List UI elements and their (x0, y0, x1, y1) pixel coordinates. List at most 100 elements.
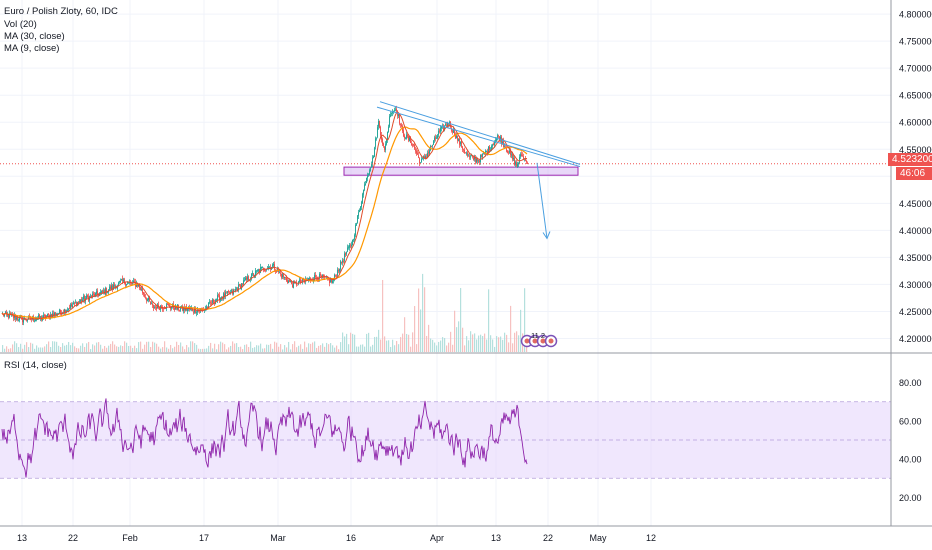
candle-body (497, 135, 498, 138)
candle-body (246, 277, 247, 280)
volume-bar (372, 344, 374, 352)
candle-body (416, 150, 417, 154)
volume-bar (506, 334, 508, 352)
vol-legend[interactable]: Vol (20) (4, 19, 37, 30)
candle-body (64, 309, 65, 313)
volume-bar (376, 336, 378, 352)
candle-body (6, 312, 7, 315)
candle-body (76, 301, 77, 307)
candle-body (225, 292, 226, 297)
candle-body (283, 274, 284, 278)
volume-bar (360, 344, 362, 352)
volume-bar (220, 341, 222, 352)
volume-bar (350, 332, 352, 352)
volume-bar (240, 346, 242, 352)
volume-bar (266, 344, 268, 352)
candle-body (122, 278, 123, 282)
candle-body (109, 286, 110, 290)
volume-bar (174, 346, 176, 352)
volume-bar (478, 335, 480, 352)
candle-body (151, 303, 152, 305)
volume-bar (472, 334, 474, 352)
candle-body (142, 288, 143, 293)
candle-body (318, 279, 319, 280)
volume-bar (436, 345, 438, 352)
volume-bar (252, 347, 254, 352)
candle-body (150, 301, 151, 304)
candle-body (121, 279, 122, 281)
volume-bar (224, 344, 226, 352)
candle-body (470, 156, 471, 158)
candle-body (269, 266, 270, 268)
volume-bar (80, 345, 82, 352)
candle-body (193, 311, 194, 313)
candle-body (372, 157, 373, 164)
candle-body (211, 302, 212, 304)
volume-bar (328, 344, 330, 352)
ma9-legend[interactable]: MA (9, close) (4, 43, 60, 54)
support-zone-box (343, 166, 579, 176)
candle-body (240, 285, 241, 289)
candle-body (92, 294, 93, 297)
candle-body (257, 270, 258, 272)
volume-bar (158, 346, 160, 352)
candle-body (282, 274, 283, 278)
volume-bar (8, 348, 10, 352)
candle-body (219, 295, 220, 301)
candle-body (489, 146, 490, 151)
candle-body (514, 157, 515, 165)
candle-body (201, 309, 202, 311)
volume-bar (122, 346, 124, 352)
candle-body (216, 299, 217, 301)
event-dot (548, 338, 554, 344)
candle-body (459, 138, 460, 145)
event-dot (532, 338, 538, 344)
candle-body (350, 245, 351, 247)
candle-body (483, 152, 484, 154)
volume-bar (2, 345, 4, 352)
volume-bar (500, 336, 502, 352)
volume-bar (138, 342, 140, 352)
last-price-badge: 4.523200 (888, 153, 932, 166)
candle-body (408, 136, 409, 141)
candle-body (357, 215, 358, 223)
candle-body (36, 319, 37, 321)
events-marker-label: 11 2 (531, 331, 545, 340)
symbol-title[interactable]: Euro / Polish Zloty, 60, IDC (4, 6, 118, 17)
ma30-legend[interactable]: MA (30, close) (4, 31, 65, 42)
volume-bar (96, 342, 98, 352)
candle-body (47, 314, 48, 317)
volume-bar (318, 345, 320, 352)
candle-body (507, 150, 508, 153)
volume-bar (460, 288, 462, 352)
candle-body (292, 284, 293, 288)
candle-body (30, 317, 31, 320)
candle-body (342, 260, 343, 263)
volume-bar (68, 341, 70, 352)
volume-bar (242, 349, 244, 352)
candle-body (223, 293, 224, 300)
candle-body (451, 128, 452, 131)
candle-body (17, 316, 18, 320)
candle-body (358, 212, 359, 217)
candle-body (23, 319, 24, 323)
ma9-line (1, 111, 528, 320)
candle-body (86, 295, 87, 299)
event-dot (540, 338, 546, 344)
support-zone[interactable] (343, 166, 579, 176)
candle-body (118, 282, 119, 286)
volume-bar (166, 347, 168, 352)
volume-bar (236, 343, 238, 352)
volume-bar (304, 341, 306, 352)
drawing-annotations[interactable]: 11 2 (376, 101, 581, 348)
candle-body (154, 307, 155, 309)
rsi-legend[interactable]: RSI (14, close) (4, 360, 67, 371)
volume-bar (170, 344, 172, 352)
candle-body (436, 137, 437, 139)
candle-body (289, 279, 290, 282)
volume-bar (268, 344, 270, 352)
price-tick-label: 4.250000 (899, 307, 932, 317)
volume-bar (210, 342, 212, 352)
